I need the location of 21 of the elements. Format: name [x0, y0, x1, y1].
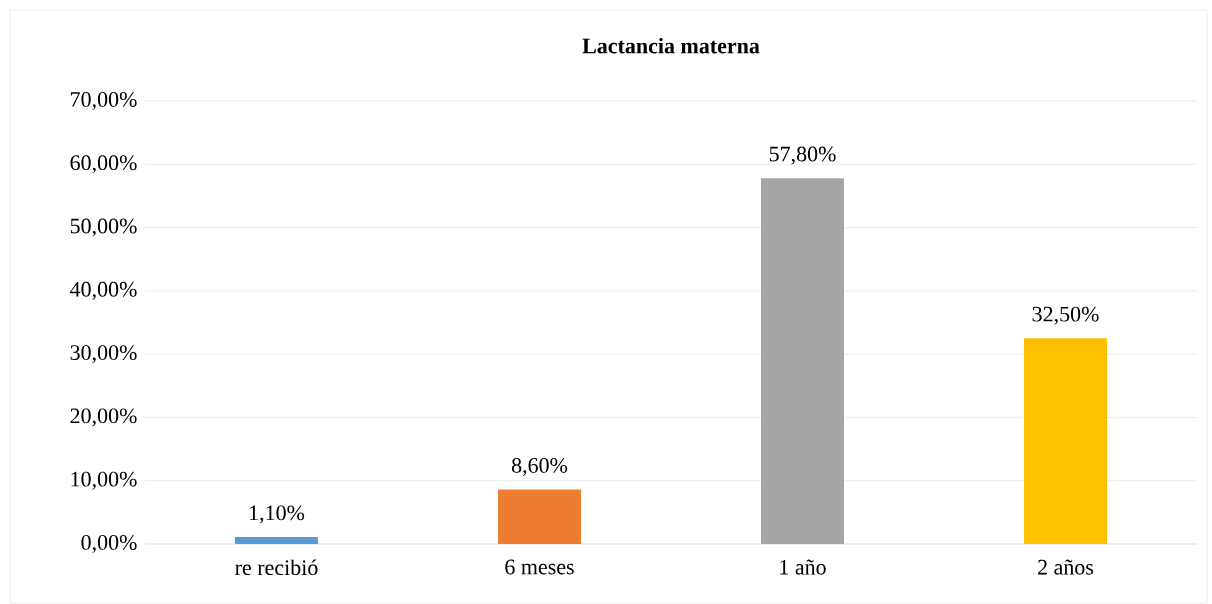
y-tick-label: 20,00% [70, 408, 137, 427]
data-label: 57,80% [769, 146, 836, 165]
x-tick-label: 6 meses [505, 559, 574, 575]
y-tick-label: 30,00% [70, 345, 137, 364]
bar [498, 489, 582, 544]
data-label: 1,10% [250, 505, 305, 524]
chart-title: Lactancia materna [582, 37, 760, 54]
y-tick-label: 40,00% [70, 281, 137, 300]
x-tick-label: re recibió [235, 559, 318, 576]
data-label: 8,60% [511, 457, 568, 476]
y-tick-label: 60,00% [70, 155, 137, 174]
bar [235, 537, 319, 544]
y-tick-label: 10,00% [71, 471, 137, 490]
x-tick-label: 2 años [1038, 559, 1094, 575]
y-tick-label: 50,00% [70, 218, 137, 237]
y-tick-label: 70,00% [71, 91, 137, 111]
y-tick-label: 0,00% [81, 534, 137, 554]
bar [761, 178, 845, 544]
data-label: 32,50% [1032, 306, 1099, 325]
bar [1024, 338, 1108, 544]
x-tick-label: 1 año [780, 559, 826, 575]
